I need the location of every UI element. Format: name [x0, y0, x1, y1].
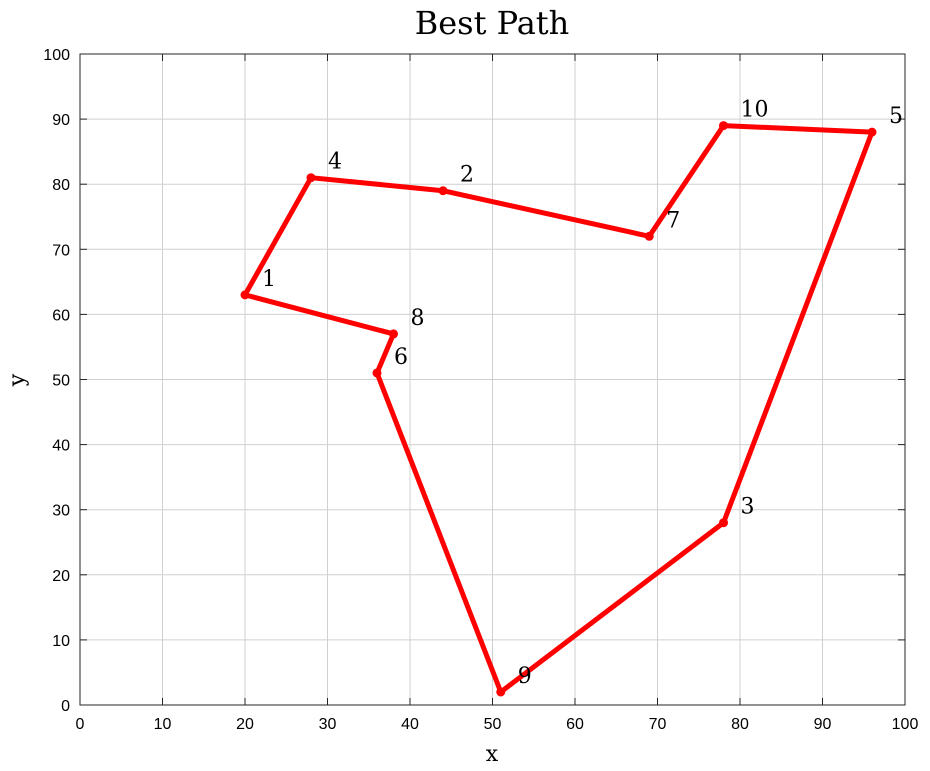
path-segment	[374, 370, 504, 695]
point-label-1: 1	[262, 267, 276, 292]
path-segment	[374, 331, 396, 376]
x-tick-label: 100	[892, 716, 919, 733]
path-point-8	[389, 329, 398, 339]
point-label-6: 6	[394, 345, 408, 370]
x-tick-label: 20	[236, 716, 254, 733]
path-point-3	[719, 518, 728, 528]
path-segment	[440, 188, 652, 239]
y-tick-label: 0	[61, 698, 70, 715]
x-tick-label: 90	[814, 716, 832, 733]
y-tick-label: 70	[52, 242, 70, 259]
point-label-4: 4	[328, 150, 342, 175]
x-tick-label: 30	[319, 716, 337, 733]
path-segment	[242, 175, 314, 298]
path-point-6	[372, 368, 382, 378]
point-label-10: 10	[741, 98, 769, 123]
path-point-10	[719, 121, 728, 131]
point-layer	[240, 121, 877, 697]
point-label-5: 5	[889, 104, 903, 129]
path-point-5	[867, 127, 877, 137]
y-tick-label: 90	[52, 112, 70, 129]
x-tick-label: 80	[731, 716, 749, 733]
point-labels: 1 2 3 4 5 6 7 8 9 10	[262, 98, 903, 689]
path-point-4	[306, 173, 316, 183]
point-label-7: 7	[666, 208, 680, 233]
y-axis-label: y	[5, 373, 30, 387]
y-tick-label: 40	[52, 438, 70, 455]
path-layer	[242, 123, 875, 695]
path-segment	[646, 123, 726, 239]
y-tick-label: 20	[52, 568, 70, 585]
y-tick-label: 80	[52, 177, 70, 194]
path-segment	[721, 123, 875, 135]
path-segment	[308, 175, 446, 194]
path-segment	[721, 129, 875, 526]
path-point-9	[496, 687, 506, 697]
y-tick-label: 30	[52, 503, 70, 520]
x-tick-label: 40	[401, 716, 419, 733]
x-tick-label: 70	[649, 716, 667, 733]
x-tick-label: 50	[484, 716, 502, 733]
point-label-2: 2	[460, 163, 474, 188]
point-label-3: 3	[741, 495, 755, 520]
path-point-7	[644, 231, 654, 241]
axis-ticks: 0 10 20 30 40 50 60 70 80 90 100 0 10 20 30 40 50 60 70 80 9…	[43, 47, 918, 733]
path-point-1	[240, 290, 250, 300]
y-tick-label: 60	[52, 307, 70, 324]
point-label-9: 9	[518, 664, 532, 689]
grid-lines	[79, 53, 906, 706]
y-tick-label: 50	[52, 373, 70, 390]
point-label-8: 8	[411, 306, 425, 331]
x-tick-label: 0	[76, 716, 85, 733]
x-axis-label: x	[486, 742, 499, 767]
x-tick-label: 10	[154, 716, 172, 733]
x-tick-label: 60	[566, 716, 584, 733]
y-tick-label: 100	[43, 47, 70, 64]
path-segment	[498, 520, 726, 695]
chart-title: Best Path	[415, 4, 570, 42]
path-segment	[242, 292, 396, 337]
path-point-2	[438, 186, 448, 196]
y-tick-label: 10	[52, 633, 70, 650]
